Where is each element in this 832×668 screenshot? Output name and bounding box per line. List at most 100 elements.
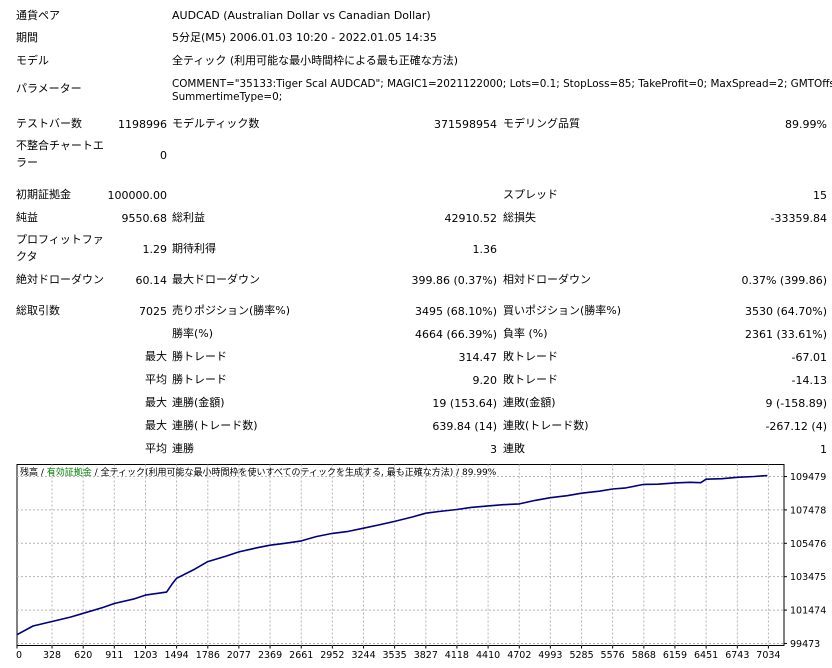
win-rate-value: 4664 (66.39%) <box>414 328 497 341</box>
x-tick-label: 620 <box>74 650 92 661</box>
bars-label: テストバー数 <box>16 117 82 130</box>
average-prefix: 平均 <box>145 373 167 386</box>
x-tick-label: 911 <box>105 650 123 661</box>
x-tick-label: 1203 <box>133 650 157 661</box>
max-consecutive-count-prefix: 最大 <box>145 419 167 432</box>
x-tick-label: 2369 <box>258 650 282 661</box>
deposit-value: 100000.00 <box>107 189 168 202</box>
ticks-value: 371598954 <box>434 118 497 131</box>
x-tick-label: 3827 <box>414 650 438 661</box>
legend-separator: / <box>91 468 101 478</box>
deposit-label: 初期証拠金 <box>16 188 71 201</box>
y-axis-ticks: 99473 101474 103475 105476 107478 109479 <box>784 472 826 650</box>
largest-win-label: 勝トレード <box>172 350 227 363</box>
quality-label: モデリング品質 <box>503 117 580 130</box>
max-consecutive-losses-value: 9 (-158.89) <box>765 397 827 410</box>
max-consecutive-wins-label: 連勝(金額) <box>172 396 225 409</box>
win-rate-label: 勝率(%) <box>172 327 214 340</box>
average-win-value: 9.20 <box>472 374 498 387</box>
balance-line <box>16 474 768 636</box>
balance-chart: 0 328 620 911 1203 1494 1786 2077 2369 2661 2952 32… <box>16 464 826 661</box>
period-value: 5分足(M5) 2006.01.03 10:20 - 2022.01.05 14… <box>172 31 437 44</box>
legend-separator: / <box>453 468 463 478</box>
largest-loss-value: -67.01 <box>791 351 827 364</box>
x-tick-label: 5576 <box>601 650 625 661</box>
params-label: パラメーター <box>16 82 82 95</box>
x-tick-label: 3244 <box>351 650 375 661</box>
loss-rate-label: 負率 (%) <box>503 327 548 340</box>
gross-loss-label: 総損失 <box>503 211 536 224</box>
average-win-label: 勝トレード <box>172 373 227 386</box>
model-label: モデル <box>16 54 49 67</box>
expected-payoff-label: 期待利得 <box>172 242 216 255</box>
params-value-line2: SummertimeType=0; <box>172 91 283 103</box>
average-consecutive-losses-value: 1 <box>820 443 827 456</box>
maximal-drawdown-value: 399.86 (0.37%) <box>411 274 497 287</box>
profit-factor-value: 1.29 <box>142 243 168 256</box>
average-consecutive-wins-value: 3 <box>490 443 497 456</box>
legend-separator: / <box>38 468 47 478</box>
relative-drawdown-value: 0.37% (399.86) <box>741 274 827 287</box>
spread-label: スプレッド <box>503 188 558 201</box>
max-consecutive-loss-value: -267.12 (4) <box>765 420 827 433</box>
max-consecutive-prefix: 最大 <box>145 396 167 409</box>
absolute-drawdown-label: 絶対ドローダウン <box>16 273 104 286</box>
legend-equity: 有効証拠金 <box>46 468 92 478</box>
x-tick-label: 4993 <box>538 650 562 661</box>
long-positions-label: 買いポジション(勝率%) <box>503 304 622 317</box>
max-consecutive-losses-label: 連敗(金額) <box>503 396 556 409</box>
y-tick-label: 107478 <box>790 505 826 516</box>
x-tick-label: 2952 <box>320 650 344 661</box>
chart-caption: 残高 / 有効証拠金 / 全ティック(利用可能な最小時間枠を使いすべてのティック… <box>20 468 496 479</box>
net-profit-label: 純益 <box>16 211 38 224</box>
long-positions-value: 3530 (64.70%) <box>744 305 827 318</box>
model-value: 全ティック (利用可能な最小時間枠による最も正確な方法) <box>172 54 459 67</box>
relative-drawdown-label: 相対ドローダウン <box>503 273 591 286</box>
max-consecutive-profit-label: 連勝(トレード数) <box>172 419 258 432</box>
x-tick-label: 1494 <box>165 650 189 661</box>
average-consecutive-losses-label: 連敗 <box>503 442 525 455</box>
x-tick-label: 5285 <box>569 650 593 661</box>
legend-balance: 残高 <box>20 468 39 478</box>
x-tick-label: 5868 <box>632 650 656 661</box>
y-tick-label: 109479 <box>790 472 826 483</box>
profit-factor-label-line1: プロフィットファ <box>16 233 104 246</box>
x-tick-label: 6159 <box>663 650 687 661</box>
gross-profit-label: 総利益 <box>172 211 205 224</box>
x-tick-label: 1786 <box>196 650 220 661</box>
x-axis-ticks: 0 328 620 911 1203 1494 1786 2077 2369 2661 2952 32… <box>16 645 780 661</box>
symbol-value: AUDCAD (Australian Dollar vs Canadian Do… <box>172 9 431 22</box>
mismatch-label-line2: ラー <box>16 156 38 169</box>
profit-factor-label-line2: クタ <box>16 250 38 263</box>
x-tick-label: 3535 <box>383 650 407 661</box>
y-tick-label: 103475 <box>790 572 826 583</box>
loss-rate-value: 2361 (33.61%) <box>744 328 827 341</box>
mismatch-label-line1: 不整合チャートエ <box>16 139 104 152</box>
x-tick-label: 4118 <box>445 650 469 661</box>
symbol-label: 通貨ペア <box>16 9 60 22</box>
legend-quality: 89.99% <box>462 468 497 478</box>
params-value-line1: COMMENT="35133:Tiger Scal AUDCAD"; MAGIC… <box>172 78 832 90</box>
ticks-label: モデルティック数 <box>172 117 260 130</box>
period-label: 期間 <box>16 31 38 44</box>
max-consecutive-wins-value: 19 (153.64) <box>432 397 497 410</box>
x-tick-label: 7034 <box>756 650 780 661</box>
largest-loss-label: 敗トレード <box>503 350 558 363</box>
gross-profit-value: 42910.52 <box>444 212 498 225</box>
maximal-drawdown-label: 最大ドローダウン <box>172 273 260 286</box>
mismatch-value: 0 <box>160 149 167 162</box>
net-profit-value: 9550.68 <box>121 212 168 225</box>
absolute-drawdown-value: 60.14 <box>135 274 168 287</box>
largest-win-value: 314.47 <box>458 351 498 364</box>
x-tick-label: 0 <box>16 650 22 661</box>
x-tick-label: 2077 <box>227 650 251 661</box>
gross-loss-value: -33359.84 <box>770 212 827 225</box>
average-loss-label: 敗トレード <box>503 373 558 386</box>
short-positions-value: 3495 (68.10%) <box>414 305 497 318</box>
x-tick-label: 328 <box>43 650 61 661</box>
average-consecutive-prefix: 平均 <box>145 442 167 455</box>
x-tick-label: 4410 <box>476 650 500 661</box>
legend-model: 全ティック(利用可能な最小時間枠を使いすべてのティックを生成する, 最も正確な方… <box>100 468 454 478</box>
y-tick-label: 99473 <box>790 639 820 650</box>
max-consecutive-profit-value: 639.84 (14) <box>432 420 497 433</box>
